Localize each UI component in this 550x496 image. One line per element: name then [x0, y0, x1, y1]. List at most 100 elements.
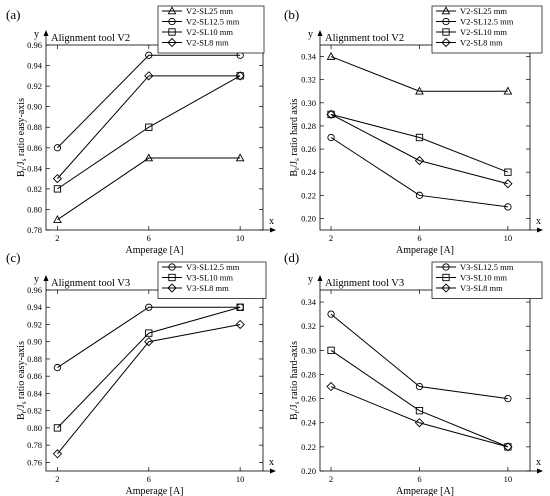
chart-panel-3: (c) y x Alignment tool V3 0.76 0.78 0.80 0.82 0.…: [6, 250, 276, 496]
y-tick-label: 0.28: [301, 369, 316, 379]
data-point-square: [145, 123, 153, 131]
data-point-diamond: [326, 381, 336, 392]
legend-marker-triangle: [441, 6, 451, 15]
legend-marker-circle: [442, 17, 450, 26]
series-line: [57, 75, 241, 179]
legend-marker-square: [168, 28, 176, 36]
legend-marker-circle: [442, 263, 450, 271]
y-tick-label: 0.84: [27, 388, 43, 398]
x-axis-arrow-head: [270, 227, 276, 233]
y-tick-label: 0.78: [27, 440, 42, 450]
y-tick-label: 0.32: [301, 321, 316, 331]
legend-marker-square: [442, 28, 450, 36]
y-axis-label-part: ratio hard-axis: [289, 341, 300, 402]
series-line: [57, 54, 241, 149]
legend-entry: V3-SL10 mm: [460, 273, 507, 283]
x-tick-label: 10: [504, 474, 513, 484]
series-line: [57, 306, 241, 429]
y-axis-label-part: /J: [16, 404, 27, 411]
y-axis-letter: y: [308, 274, 313, 285]
y-tick-label: 0.92: [27, 319, 42, 329]
legend-entry: V2-SL8 mm: [460, 38, 503, 48]
legend-entry: V3-SL8 mm: [186, 283, 229, 293]
series-square: [53, 72, 244, 193]
data-point-square: [415, 407, 424, 415]
x-tick-label: 10: [236, 233, 245, 243]
chart-title: Alignment tool V3: [325, 278, 404, 289]
y-tick-label: 0.80: [27, 204, 42, 214]
y-axis-label-part: B: [289, 413, 300, 420]
data-point-diamond: [235, 71, 245, 81]
data-point-circle: [504, 394, 512, 403]
x-axis-arrow-head: [537, 468, 543, 474]
legend-entry: V2-SL10 mm: [186, 27, 233, 37]
y-tick-label: 0.32: [301, 75, 316, 85]
y-axis-label-subscript: s: [20, 401, 28, 404]
y-axis-label-subscript: r: [293, 167, 301, 170]
legend-entry: V3-SL12.5 mm: [186, 262, 240, 272]
y-axis-label-subscript: s: [293, 401, 301, 404]
data-point-triangle: [53, 214, 62, 223]
data-point-square: [415, 133, 424, 142]
y-tick-label: 0.86: [27, 143, 42, 153]
data-point-diamond: [503, 442, 513, 452]
series-square: [53, 303, 244, 432]
legend-marker-square: [168, 273, 176, 282]
legend-entry: V3-SL8 mm: [460, 283, 503, 293]
series-line: [330, 137, 508, 208]
data-point-circle: [504, 203, 512, 211]
y-tick-label: 0.24: [301, 167, 317, 177]
plot-frame: [45, 289, 264, 472]
y-tick-label: 0.20: [301, 466, 316, 476]
y-axis-label-part: B: [16, 413, 27, 420]
x-tick-label: 10: [504, 233, 513, 243]
x-axis-letter: x: [536, 457, 541, 468]
data-point-square: [327, 346, 335, 354]
data-point-circle: [415, 191, 424, 199]
data-point-triangle: [326, 51, 336, 60]
y-tick-label: 0.88: [27, 354, 42, 364]
legend-entry: V2-SL25 mm: [460, 6, 507, 16]
legend-entry: V2-SL12.5 mm: [186, 17, 240, 27]
chart-title: Alignment tool V2: [325, 33, 404, 44]
series-line: [330, 313, 508, 400]
y-tick-label: 0.82: [27, 184, 42, 194]
chart-title: Alignment tool V2: [51, 33, 130, 44]
data-point-diamond: [52, 173, 63, 184]
data-point-triangle: [415, 86, 424, 95]
x-axis-letter: x: [536, 216, 541, 227]
y-axis-label-part: B: [16, 170, 27, 177]
data-point-circle: [327, 310, 335, 318]
y-axis-label: Br/Js ratio hard-axis: [289, 341, 301, 420]
x-tick-label: 2: [329, 233, 333, 243]
data-point-diamond: [414, 418, 425, 428]
series-diamond: [326, 381, 513, 452]
x-tick-label: 2: [55, 474, 59, 484]
y-tick-label: 0.26: [301, 394, 316, 404]
y-tick-label: 0.96: [27, 40, 42, 50]
series-circle: [327, 133, 512, 211]
data-point-circle: [53, 363, 62, 372]
y-axis-label-subscript: r: [293, 410, 301, 413]
series-line: [330, 113, 509, 173]
series-circle: [327, 310, 512, 403]
data-point-triangle: [144, 153, 154, 162]
legend-entry: V2-SL12.5 mm: [460, 17, 514, 27]
y-axis-label-part: ratio easy-axis: [16, 98, 27, 159]
y-tick-label: 0.34: [301, 52, 317, 62]
x-tick-label: 6: [417, 233, 421, 243]
data-point-square: [145, 329, 153, 337]
y-axis-label-part: /J: [16, 161, 27, 168]
x-axis-label: Amperage [A]: [396, 486, 454, 496]
data-point-diamond: [414, 155, 425, 166]
y-tick-label: 0.34: [301, 297, 317, 307]
y-tick-label: 0.90: [27, 337, 42, 347]
y-axis-label: Br/Js ratio hard axis: [289, 98, 301, 176]
data-point-diamond: [52, 449, 63, 459]
y-tick-label: 0.22: [301, 442, 316, 452]
data-point-diamond: [503, 179, 513, 189]
